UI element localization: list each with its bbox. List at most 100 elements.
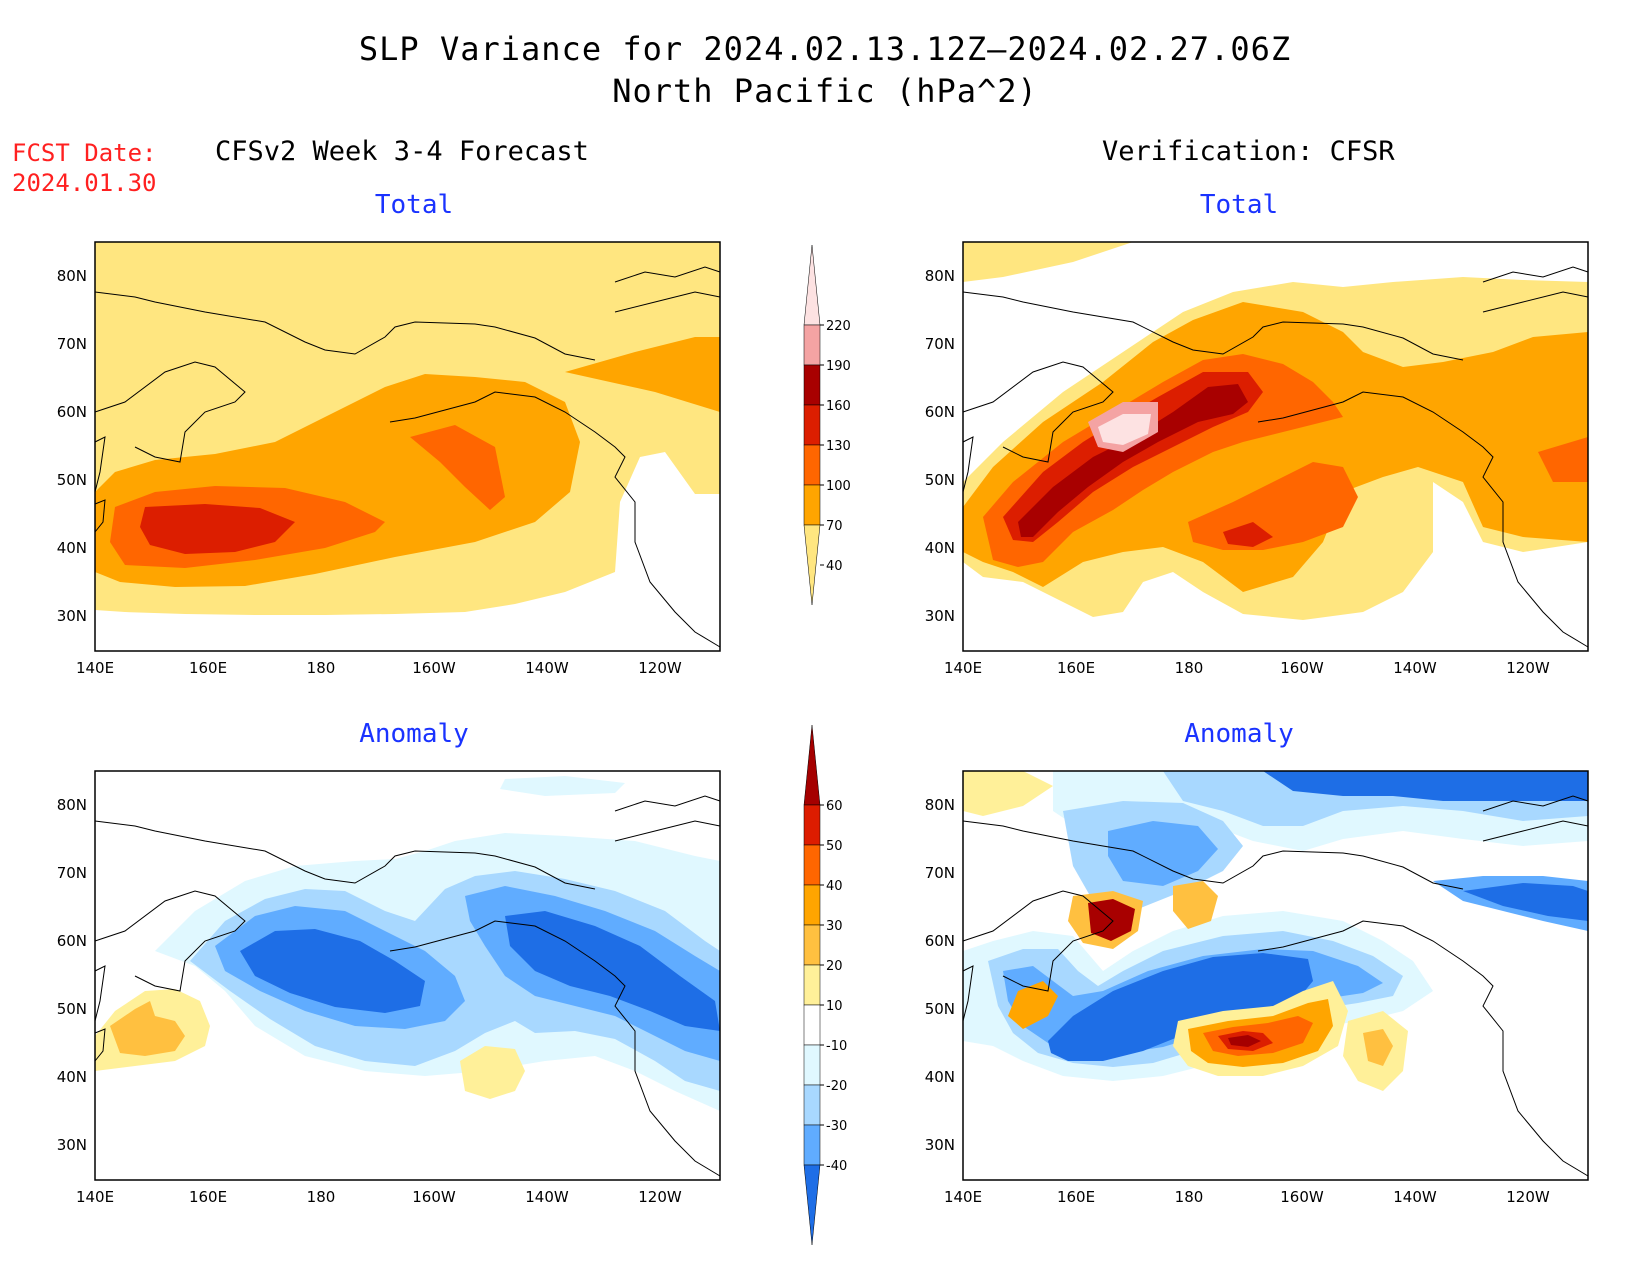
- lat-label: 80N: [57, 796, 87, 814]
- colorbar-total-labels: 220 190 160 130 100 70 40: [826, 319, 851, 574]
- colorbar-swatch: [803, 924, 821, 966]
- colorbar-label: 130: [826, 439, 851, 454]
- left-column-title: CFSv2 Week 3-4 Forecast: [215, 136, 589, 167]
- lat-label: 50N: [57, 471, 87, 489]
- lon-label: 120W: [638, 659, 682, 677]
- colorbar-swatch: [803, 524, 821, 606]
- map-panel-forecast-anomaly: 80N 70N 60N 50N 40N 30N 140E 160E 180 16…: [57, 770, 721, 1206]
- contour-fill-forecast-anomaly: [95, 776, 720, 1111]
- colorbar-anomaly-labels: 60 50 40 30 20 10 -10 -20 -30 -40: [826, 799, 847, 1174]
- map-panel-verification-anomaly: 80N 70N 60N 50N 40N 30N 140E 160E 180 16…: [925, 770, 1589, 1206]
- lon-label: 160E: [189, 1188, 227, 1206]
- colorbar-label: -30: [826, 1119, 847, 1134]
- map-panel-verification-total: 80N 70N 60N 50N 40N 30N 140E 160E 180 16…: [925, 241, 1589, 677]
- lon-label: 160W: [412, 1188, 456, 1206]
- main-subtitle: North Pacific (hPa^2): [612, 72, 1038, 110]
- colorbar-swatch: [803, 804, 821, 846]
- colorbar-swatch: [803, 244, 821, 326]
- lon-label: 120W: [1506, 1188, 1550, 1206]
- colorbar-swatch: [803, 844, 821, 886]
- colorbar-label: 190: [826, 359, 851, 374]
- lat-label: 30N: [925, 607, 955, 625]
- lat-label: 60N: [57, 403, 87, 421]
- lon-label: 140E: [944, 1188, 982, 1206]
- panel-subtitle-total-forecast: Total: [374, 190, 454, 220]
- coastlines: [94, 266, 721, 648]
- colorbar-label: 20: [826, 959, 843, 974]
- panel-subtitle-total-verification: Total: [1199, 190, 1279, 220]
- lon-label: 180: [1175, 659, 1204, 677]
- contour-fill-forecast-total: [95, 242, 720, 615]
- right-column-title: Verification: CFSR: [1102, 136, 1395, 167]
- colorbar-swatch: [803, 324, 821, 366]
- panel-subtitle-anomaly-verification: Anomaly: [1184, 719, 1294, 749]
- lon-label: 160W: [1280, 1188, 1324, 1206]
- colorbar-label: 10: [826, 999, 843, 1014]
- lon-label: 160E: [189, 659, 227, 677]
- coastlines: [962, 266, 1589, 648]
- colorbar-swatch: [803, 404, 821, 446]
- lon-label: 120W: [638, 1188, 682, 1206]
- lat-label: 80N: [925, 796, 955, 814]
- colorbar-label: 70: [826, 519, 843, 534]
- lat-label: 60N: [925, 403, 955, 421]
- lon-label: 180: [1175, 1188, 1204, 1206]
- colorbar-label: 40: [826, 559, 843, 574]
- lon-label: 140W: [1393, 659, 1437, 677]
- contour-fill-verification-total: [963, 242, 1588, 620]
- lat-label: 40N: [57, 1068, 87, 1086]
- lon-label: 140E: [76, 659, 114, 677]
- lat-label: 70N: [925, 864, 955, 882]
- colorbar-swatch: [803, 484, 821, 526]
- colorbar-label: -20: [826, 1079, 847, 1094]
- lat-label: 50N: [925, 471, 955, 489]
- contour-fill-verification-anomaly: [963, 771, 1588, 1091]
- colorbar-swatch: [803, 1044, 821, 1086]
- forecast-date-value: 2024.01.30: [12, 169, 157, 197]
- colorbar-anomaly-swatches: [803, 724, 824, 1246]
- lat-label: 40N: [925, 539, 955, 557]
- coastlines: [962, 795, 1589, 1177]
- lat-label: 50N: [57, 1000, 87, 1018]
- lon-label: 180: [307, 1188, 336, 1206]
- lon-label: 160E: [1057, 659, 1095, 677]
- colorbar-swatch: [803, 1164, 821, 1246]
- lat-label: 70N: [925, 335, 955, 353]
- colorbar-label: 160: [826, 399, 851, 414]
- lon-label: 180: [307, 659, 336, 677]
- colorbar-label: 40: [826, 879, 843, 894]
- lat-label: 30N: [57, 1136, 87, 1154]
- main-title: SLP Variance for 2024.02.13.12Z–2024.02.…: [358, 30, 1292, 68]
- lat-label: 30N: [925, 1136, 955, 1154]
- panel-subtitle-anomaly-forecast: Anomaly: [359, 719, 469, 749]
- colorbar-label: 60: [826, 799, 843, 814]
- lat-label: 70N: [57, 864, 87, 882]
- colorbar-swatch: [803, 884, 821, 926]
- colorbar-swatch: [803, 364, 821, 406]
- colorbar-total-swatches: [803, 244, 824, 606]
- forecast-date: FCST Date: 2024.01.30: [12, 138, 157, 198]
- map-panel-forecast-total: 80N 70N 60N 50N 40N 30N 140E 160E 180 16…: [57, 241, 721, 677]
- lon-label: 120W: [1506, 659, 1550, 677]
- lat-label: 50N: [925, 1000, 955, 1018]
- lon-label: 140W: [525, 659, 569, 677]
- coastlines: [94, 795, 721, 1177]
- colorbar-swatch: [803, 1084, 821, 1126]
- lon-label: 140E: [76, 1188, 114, 1206]
- colorbar-swatch: [803, 444, 821, 486]
- colorbar-swatch: [803, 1124, 821, 1166]
- lat-label: 80N: [57, 267, 87, 285]
- colorbar-swatch: [803, 964, 821, 1006]
- colorbar-label: 220: [826, 319, 851, 334]
- colorbar-label: 30: [826, 919, 843, 934]
- lat-label: 60N: [925, 932, 955, 950]
- colorbar-total: 220 190 160 130 100 70 40: [803, 244, 851, 606]
- colorbar-label: 50: [826, 839, 843, 854]
- lat-label: 40N: [57, 539, 87, 557]
- lat-label: 60N: [57, 932, 87, 950]
- colorbar-label: -40: [826, 1159, 847, 1174]
- forecast-date-label: FCST Date:: [12, 139, 157, 167]
- colorbar-anomaly: 60 50 40 30 20 10 -10 -20 -30 -40: [803, 724, 847, 1246]
- lat-label: 30N: [57, 607, 87, 625]
- lat-label: 40N: [925, 1068, 955, 1086]
